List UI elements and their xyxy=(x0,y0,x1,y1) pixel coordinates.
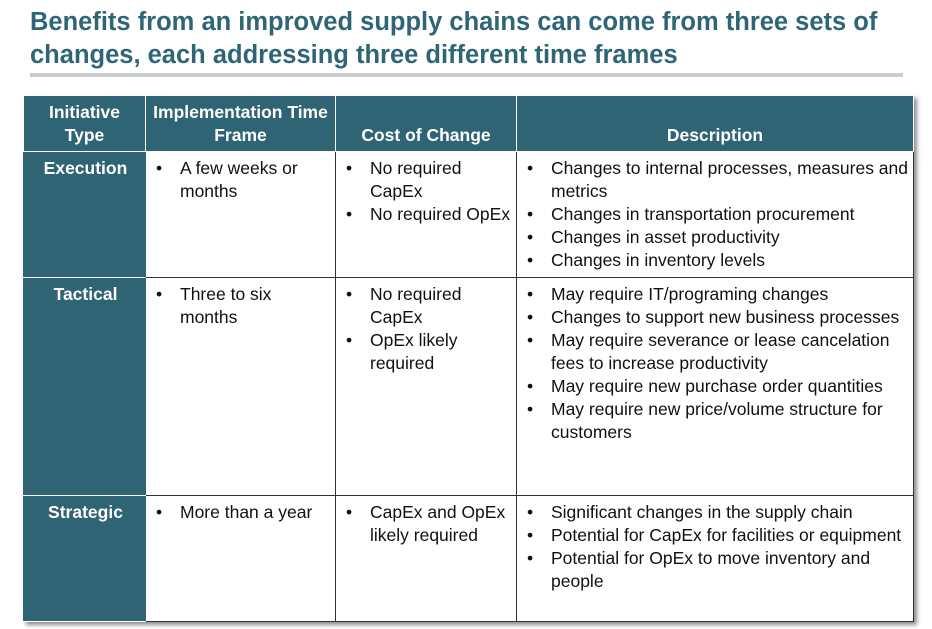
table: Initiative Type Implementation Time Frame… xyxy=(23,95,914,622)
bullet-item: May require new purchase order quantitie… xyxy=(523,375,909,398)
bullet-item: Changes in transportation procurement xyxy=(523,203,909,226)
title-rule xyxy=(30,73,903,77)
table-cell: No required CapExOpEx likely required xyxy=(335,277,517,496)
bullet-list: Three to six months xyxy=(152,283,331,329)
bullet-item: More than a year xyxy=(152,501,331,524)
bullet-item: Potential for OpEx to move inventory and… xyxy=(523,547,909,593)
bullet-item: May require IT/programing changes xyxy=(523,283,909,306)
bullet-list: Changes to internal processes, measures … xyxy=(523,157,909,272)
bullet-list: No required CapExNo required OpEx xyxy=(342,157,512,226)
bullet-item: No required CapEx xyxy=(342,283,512,329)
header-cell: Implementation Time Frame xyxy=(145,95,336,152)
initiative-type: Strategic xyxy=(23,495,146,622)
bullet-item: CapEx and OpEx likely required xyxy=(342,501,512,547)
title: Benefits from an improved supply chains … xyxy=(30,8,878,69)
table-cell: A few weeks or months xyxy=(145,151,336,278)
bullet-item: Three to six months xyxy=(152,283,331,329)
bullet-item: No required OpEx xyxy=(342,203,512,226)
table-cell: No required CapExNo required OpEx xyxy=(335,151,517,278)
bullet-item: Significant changes in the supply chain xyxy=(523,501,909,524)
table-row: ExecutionA few weeks or monthsNo require… xyxy=(23,151,914,278)
bullet-item: Changes to internal processes, measures … xyxy=(523,157,909,203)
bullet-item: Changes in asset productivity xyxy=(523,226,909,249)
table-cell: More than a year xyxy=(145,495,336,622)
table-row: TacticalThree to six monthsNo required C… xyxy=(23,277,914,496)
bullet-list: More than a year xyxy=(152,501,331,524)
bullet-list: May require IT/programing changesChanges… xyxy=(523,283,909,444)
header-cell: Description xyxy=(516,95,914,152)
bullet-list: Significant changes in the supply chainP… xyxy=(523,501,909,593)
table-cell: Three to six months xyxy=(145,277,336,496)
initiative-type: Tactical xyxy=(23,277,146,496)
header-cell: Cost of Change xyxy=(335,95,517,152)
table-cell: Changes to internal processes, measures … xyxy=(516,151,914,278)
bullet-list: A few weeks or months xyxy=(152,157,331,203)
bullet-item: OpEx likely required xyxy=(342,329,512,375)
table-row: Strategic More than a year CapEx and OpEx … xyxy=(23,495,914,622)
table-cell: Significant changes in the supply chainP… xyxy=(516,495,914,622)
header-row: Initiative Type Implementation Time Frame… xyxy=(23,95,914,152)
initiative-type: Execution xyxy=(23,151,146,278)
bullet-item: May require new price/volume structure f… xyxy=(523,398,909,444)
bullet-item: Potential for CapEx for facilities or eq… xyxy=(523,524,909,547)
bullet-item: Changes to support new business processe… xyxy=(523,306,909,329)
bullet-item: May require severance or lease cancelati… xyxy=(523,329,909,375)
bullet-list: No required CapExOpEx likely required xyxy=(342,283,512,375)
bullet-item: No required CapEx xyxy=(342,157,512,203)
bullet-item: Changes in inventory levels xyxy=(523,249,909,272)
header-cell: Initiative Type xyxy=(23,95,146,152)
table-cell: CapEx and OpEx likely required xyxy=(335,495,517,622)
table-cell: May require IT/programing changesChanges… xyxy=(516,277,914,496)
bullet-list: CapEx and OpEx likely required xyxy=(342,501,512,547)
bullet-item: A few weeks or months xyxy=(152,157,331,203)
